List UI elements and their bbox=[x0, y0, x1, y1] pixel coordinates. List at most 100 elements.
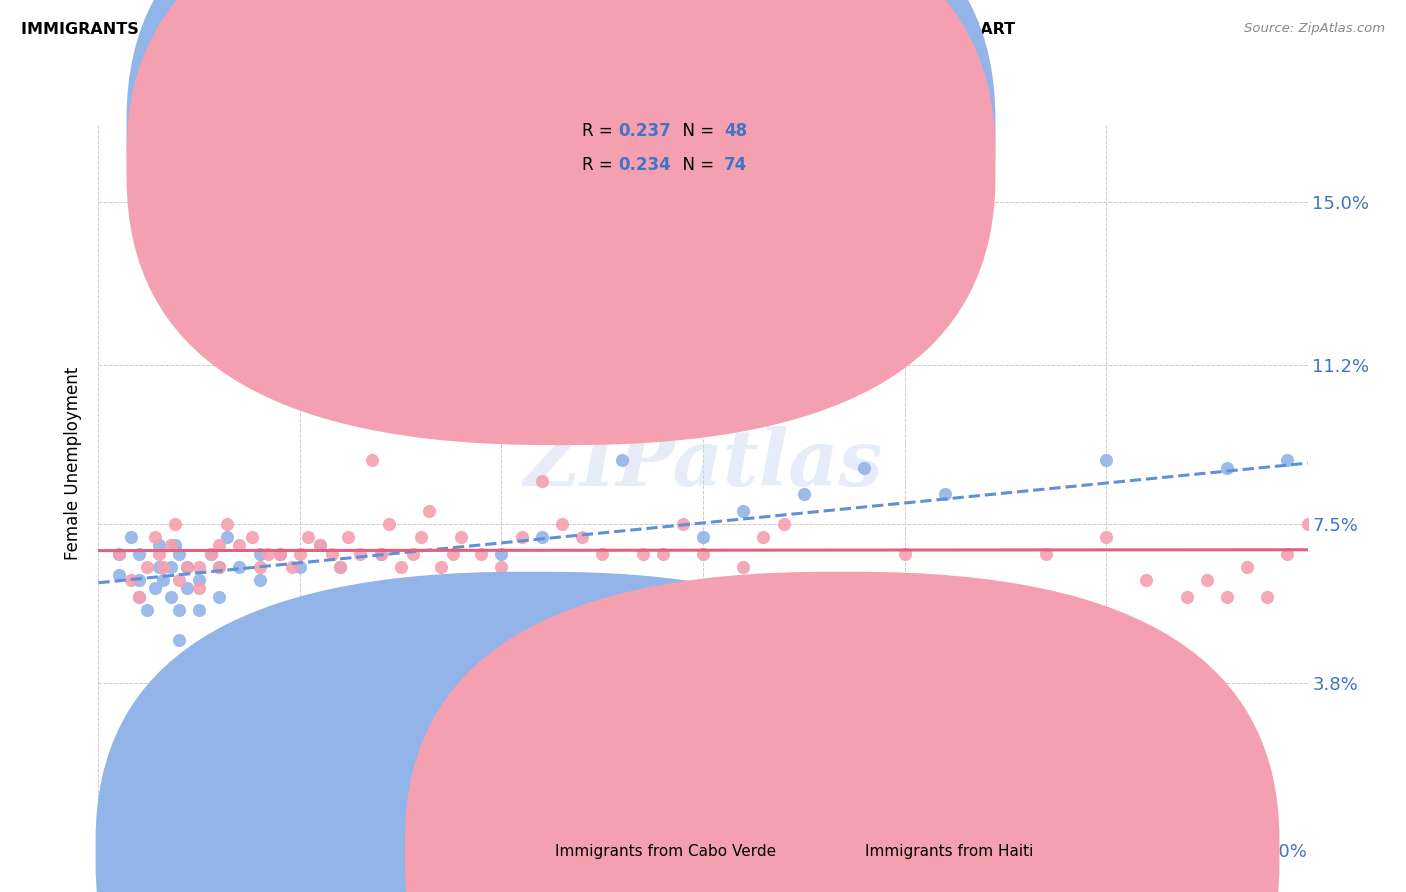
Point bbox=[672, 675, 695, 690]
Text: 0.237: 0.237 bbox=[619, 122, 672, 140]
Text: ZIPatlas: ZIPatlas bbox=[523, 425, 883, 502]
Point bbox=[269, 547, 291, 561]
Point bbox=[491, 547, 513, 561]
Point bbox=[148, 538, 170, 552]
Point bbox=[370, 547, 392, 561]
Point bbox=[651, 547, 673, 561]
Point bbox=[752, 174, 775, 188]
Point bbox=[107, 568, 129, 582]
Text: Immigrants from Haiti: Immigrants from Haiti bbox=[865, 845, 1033, 859]
Text: 0.234: 0.234 bbox=[619, 156, 672, 174]
Point bbox=[530, 474, 553, 488]
Point bbox=[249, 547, 271, 561]
Point bbox=[297, 530, 319, 544]
Point bbox=[337, 530, 360, 544]
Point bbox=[188, 573, 211, 587]
Point bbox=[160, 590, 183, 604]
Point bbox=[349, 547, 371, 561]
Text: N =: N = bbox=[672, 122, 720, 140]
Point bbox=[934, 603, 956, 617]
Point bbox=[269, 547, 291, 561]
Point bbox=[1175, 590, 1198, 604]
Point bbox=[176, 559, 198, 574]
Point bbox=[167, 632, 190, 647]
Point bbox=[167, 603, 190, 617]
Point bbox=[143, 530, 166, 544]
Point bbox=[1277, 452, 1299, 467]
Point bbox=[128, 573, 150, 587]
Text: Source: ZipAtlas.com: Source: ZipAtlas.com bbox=[1244, 22, 1385, 36]
Point bbox=[1035, 547, 1057, 561]
Point bbox=[793, 487, 815, 501]
Point bbox=[148, 559, 170, 574]
Point bbox=[893, 547, 915, 561]
Point bbox=[120, 530, 142, 544]
Point bbox=[228, 559, 250, 574]
Point bbox=[329, 559, 352, 574]
Point bbox=[349, 409, 371, 424]
Point bbox=[163, 538, 186, 552]
Point bbox=[208, 538, 231, 552]
Point bbox=[409, 530, 432, 544]
Text: R =: R = bbox=[582, 156, 619, 174]
Text: R =: R = bbox=[582, 122, 619, 140]
Point bbox=[128, 547, 150, 561]
Point bbox=[281, 559, 304, 574]
Point bbox=[107, 547, 129, 561]
Point bbox=[176, 581, 198, 595]
Point bbox=[288, 547, 311, 561]
Point bbox=[288, 559, 311, 574]
Point bbox=[143, 581, 166, 595]
Point bbox=[430, 559, 453, 574]
Point bbox=[160, 538, 183, 552]
Point bbox=[377, 516, 399, 531]
Point bbox=[217, 530, 239, 544]
Point bbox=[1296, 516, 1319, 531]
Point bbox=[1277, 547, 1299, 561]
Point bbox=[1256, 590, 1278, 604]
Point bbox=[152, 573, 174, 587]
Point bbox=[491, 559, 513, 574]
Point bbox=[217, 516, 239, 531]
Point bbox=[200, 547, 222, 561]
Point bbox=[450, 573, 472, 587]
Point bbox=[188, 559, 211, 574]
Point bbox=[370, 547, 392, 561]
Point bbox=[752, 530, 775, 544]
Point bbox=[1095, 530, 1118, 544]
Point bbox=[612, 452, 634, 467]
Point bbox=[228, 538, 250, 552]
Point bbox=[160, 559, 183, 574]
Point bbox=[510, 530, 533, 544]
Point bbox=[612, 573, 634, 587]
Point bbox=[441, 547, 464, 561]
Point bbox=[128, 590, 150, 604]
Point bbox=[256, 547, 278, 561]
Text: Immigrants from Cabo Verde: Immigrants from Cabo Verde bbox=[555, 845, 776, 859]
Point bbox=[733, 559, 755, 574]
Point bbox=[208, 559, 231, 574]
Point bbox=[208, 559, 231, 574]
Point bbox=[551, 516, 574, 531]
Text: 0.0%: 0.0% bbox=[98, 844, 143, 862]
Point bbox=[389, 559, 412, 574]
Point bbox=[711, 603, 734, 617]
Point bbox=[1095, 452, 1118, 467]
Text: 74: 74 bbox=[724, 156, 748, 174]
Point bbox=[853, 590, 876, 604]
Point bbox=[176, 559, 198, 574]
Point bbox=[450, 530, 472, 544]
Point bbox=[309, 538, 332, 552]
Point bbox=[152, 559, 174, 574]
Point bbox=[163, 516, 186, 531]
Point bbox=[135, 603, 157, 617]
Point bbox=[793, 573, 815, 587]
Point bbox=[120, 573, 142, 587]
Point bbox=[321, 547, 343, 561]
Point bbox=[772, 516, 794, 531]
Y-axis label: Female Unemployment: Female Unemployment bbox=[65, 368, 83, 560]
Point bbox=[107, 547, 129, 561]
Point bbox=[1316, 431, 1339, 445]
Point bbox=[571, 530, 593, 544]
Point bbox=[1135, 573, 1157, 587]
